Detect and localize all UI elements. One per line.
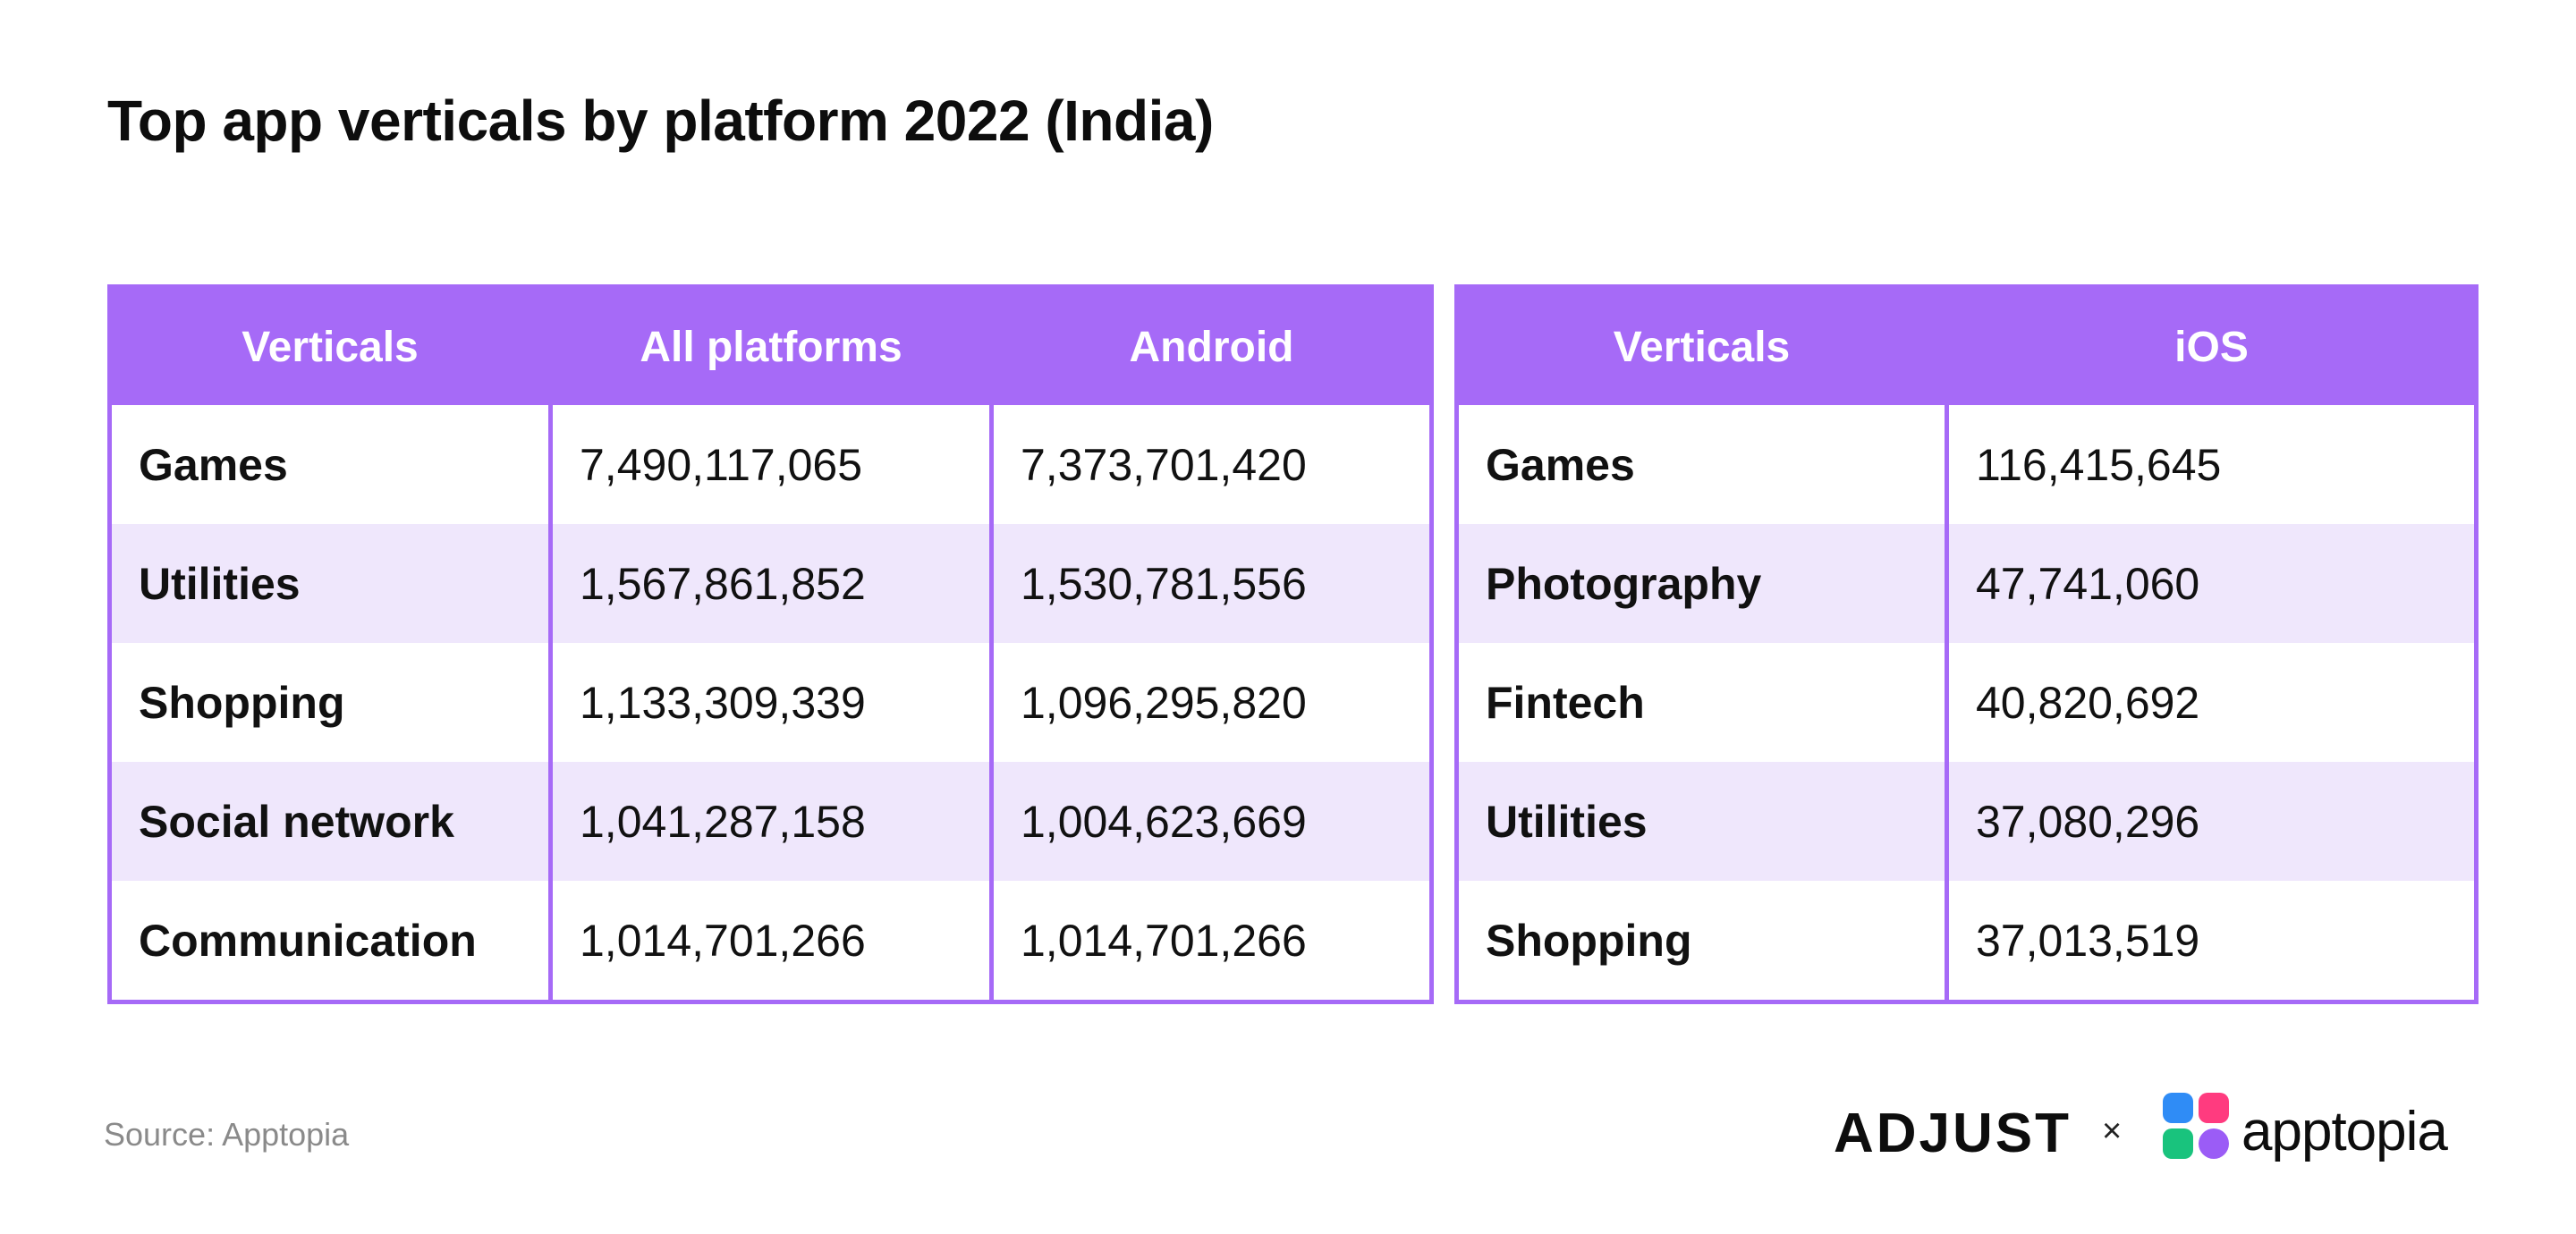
partner-logos: ADJUST × apptopia	[1834, 1091, 2478, 1171]
value-cell: 40,820,692	[1945, 643, 2477, 762]
table-row: Games 116,415,645	[1457, 405, 2477, 524]
value-cell: 1,014,701,266	[989, 881, 1432, 1002]
table-ios: Verticals iOS Games 116,415,645 Photogra…	[1454, 284, 2479, 1004]
vertical-cell: Communication	[139, 915, 477, 966]
apptopia-logo: apptopia	[2241, 1101, 2448, 1162]
table-row: Shopping 1,133,309,339 1,096,295,820	[110, 643, 1432, 762]
table-row: Photography 47,741,060	[1456, 524, 2477, 643]
table-row: Communication 1,014,701,266 1,014,701,26…	[110, 881, 1432, 1002]
table-row: Social network 1,041,287,158 1,004,623,6…	[109, 762, 1432, 881]
vertical-cell: Games	[1486, 439, 1635, 490]
vertical-cell: Photography	[1456, 524, 1947, 643]
table-row: Games 7,490,117,065 7,373,701,420	[110, 405, 1432, 524]
value-cell: 1,004,623,669	[989, 762, 1432, 881]
vertical-cell: Games	[139, 439, 288, 490]
logo-separator: ×	[2102, 1112, 2123, 1150]
value-cell: 1,096,295,820	[989, 643, 1432, 762]
vertical-cell: Shopping	[139, 677, 345, 728]
column-header: Verticals	[1456, 286, 1947, 405]
table-all-platforms-android: Verticals All platforms Android Games 7,…	[107, 284, 1434, 1004]
value-cell: 116,415,645	[1945, 405, 2477, 524]
table-row: Shopping 37,013,519	[1457, 881, 2477, 1002]
table-row: Fintech 40,820,692	[1457, 643, 2477, 762]
vertical-cell: Utilities	[1456, 762, 1947, 881]
column-header: Android	[989, 286, 1432, 405]
value-cell: 1,567,861,852	[548, 524, 992, 643]
value-cell: 7,373,701,420	[989, 405, 1432, 524]
apptopia-logo-icon	[2163, 1093, 2229, 1159]
chart-title: Top app verticals by platform 2022 (Indi…	[107, 89, 1214, 153]
value-cell: 37,080,296	[1945, 762, 2477, 881]
table-header-row: Verticals iOS	[1456, 286, 2477, 405]
value-cell: 1,530,781,556	[989, 524, 1432, 643]
source-note: Source: Apptopia	[104, 1116, 350, 1153]
vertical-cell: Utilities	[109, 524, 551, 643]
vertical-cell: Social network	[109, 762, 551, 881]
value-cell: 1,041,287,158	[548, 762, 992, 881]
value-cell: 37,013,519	[1945, 881, 2477, 1002]
value-cell: 1,014,701,266	[548, 881, 992, 1002]
column-header: iOS	[1945, 286, 2477, 405]
table-row: Utilities 1,567,861,852 1,530,781,556	[109, 524, 1432, 643]
value-cell: 1,133,309,339	[548, 643, 992, 762]
value-cell: 47,741,060	[1945, 524, 2477, 643]
vertical-cell: Fintech	[1486, 677, 1645, 728]
column-header: Verticals	[109, 286, 551, 405]
column-header: All platforms	[548, 286, 992, 405]
value-cell: 7,490,117,065	[548, 405, 992, 524]
vertical-cell: Shopping	[1486, 915, 1692, 966]
table-header-row: Verticals All platforms Android	[109, 286, 1432, 405]
table-row: Utilities 37,080,296	[1456, 762, 2477, 881]
adjust-logo: ADJUST	[1834, 1103, 2072, 1164]
